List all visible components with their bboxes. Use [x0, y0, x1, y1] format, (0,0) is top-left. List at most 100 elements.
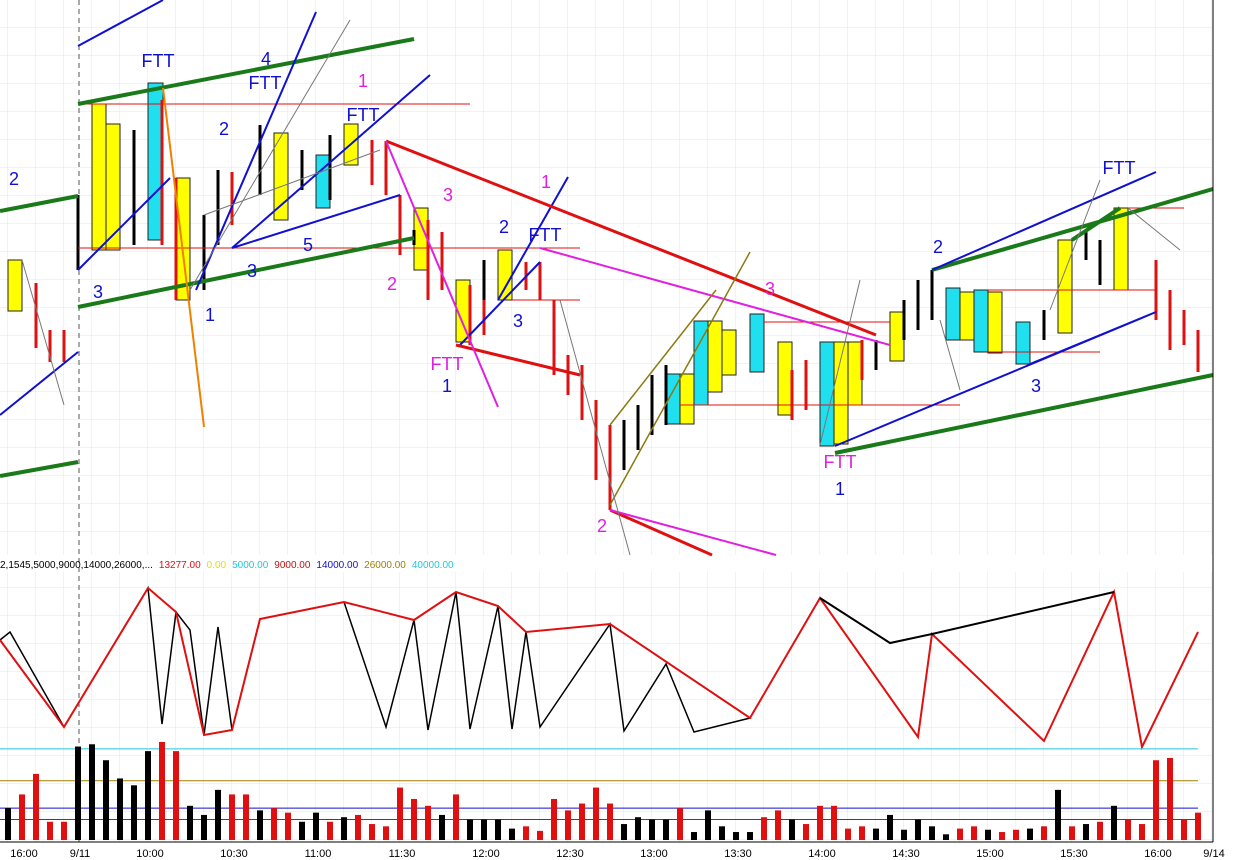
price-panel: 2 FTT 4 FTT 1 FTT 2 3 3 5 1 3 2 FTT 1 1 … [0, 0, 1214, 557]
level-lines [78, 103, 1184, 406]
annotation: 2 [597, 516, 607, 536]
x-tick-label: 11:00 [305, 848, 332, 860]
volume-bar [1181, 819, 1187, 840]
volume-bar [19, 794, 25, 840]
blue-trendlines [0, 0, 1157, 447]
volume-bar [677, 808, 683, 840]
volume-bar [775, 810, 781, 840]
volume-bar [271, 808, 277, 840]
volume-bar [607, 803, 613, 840]
volume-bar [495, 819, 501, 840]
annotation: 2 [219, 119, 229, 139]
volume-bar [551, 798, 557, 840]
x-tick-label: 12:30 [556, 848, 584, 860]
annotation: 1 [835, 479, 845, 499]
volume-bar [131, 785, 137, 840]
annotation: 3 [443, 185, 453, 205]
volume-bar [509, 828, 515, 840]
annotation: 2 [933, 237, 943, 257]
x-tick-label: 10:00 [136, 848, 164, 860]
volume-bar [481, 819, 487, 840]
annotation: 3 [513, 311, 523, 331]
volume-bar [887, 814, 893, 840]
annotation: 2 [499, 217, 509, 237]
zigzag-red [0, 586, 1199, 751]
volume-bar [103, 760, 109, 840]
volume-bar [89, 744, 95, 840]
legend-level: 40000.00 [412, 560, 454, 571]
volume-bar [1097, 821, 1103, 840]
volume-bar [1013, 829, 1019, 840]
volume-bar [579, 803, 585, 840]
volume-bar [159, 742, 165, 840]
annotation: 1 [541, 172, 551, 192]
volume-bar [369, 824, 375, 840]
x-tick-label: 16:00 [1144, 848, 1172, 860]
volume-bar [901, 829, 907, 840]
volume-bar [355, 814, 361, 840]
annotation: 1 [358, 71, 368, 91]
volume-bar [929, 826, 935, 840]
volume-bar [285, 812, 291, 840]
volume-bar [1195, 812, 1201, 840]
volume-bar [341, 817, 347, 840]
annotation: FTT [1103, 158, 1136, 178]
volume-bar [243, 794, 249, 840]
volume-bar [411, 798, 417, 840]
volume-bar [719, 826, 725, 840]
volume-bar [313, 812, 319, 840]
volume-bar [397, 787, 403, 840]
volume-bar [117, 778, 123, 840]
volume-bar [663, 819, 669, 840]
annotation: 4 [261, 49, 271, 69]
legend-level: 14000.00 [316, 560, 358, 571]
annotation: FTT [347, 105, 380, 125]
magenta-trendlines [385, 140, 891, 556]
volume-bar [229, 794, 235, 840]
x-tick-label: 9/14 [1203, 848, 1224, 860]
x-tick-label: 9/11 [70, 848, 91, 860]
volume-bar [1027, 828, 1033, 840]
volume-bar [257, 810, 263, 840]
annotation: FTT [431, 354, 464, 374]
legend-level: 9000.00 [274, 560, 311, 571]
x-tick-label: 13:30 [724, 848, 752, 860]
volume-bar [831, 805, 837, 840]
zigzag-black-2 [819, 591, 1115, 645]
volume-bar [985, 829, 991, 840]
volume-bar [621, 824, 627, 840]
volume-bar [593, 787, 599, 840]
volume-bar [439, 814, 445, 840]
volume-bar [733, 832, 739, 840]
annotation: 2 [387, 274, 397, 294]
volume-bar [5, 808, 11, 840]
volume-bar [705, 810, 711, 840]
green-trendlines [0, 37, 1214, 478]
legend-level: 26000.00 [364, 560, 406, 571]
volume-bar [789, 819, 795, 840]
volume-bar [145, 751, 151, 840]
volume-bar [747, 832, 753, 840]
volume-bar [1041, 826, 1047, 840]
annotation: FTT [249, 73, 282, 93]
up-bars [76, 125, 1102, 470]
volume-bar [299, 821, 305, 840]
zigzag-panel [0, 585, 1199, 751]
volume-bar [61, 821, 67, 840]
legend-level: 13277.00 [159, 560, 201, 571]
volume-bar [201, 814, 207, 840]
annotation: 1 [442, 376, 452, 396]
volume-bar [873, 828, 879, 840]
legend-level: 5000.00 [232, 560, 269, 571]
x-tick-label: 10:30 [220, 848, 248, 860]
volume-bar [1069, 826, 1075, 840]
volume-bar [327, 821, 333, 840]
volume-bar [915, 819, 921, 840]
volume-bar [803, 824, 809, 840]
red-trendlines [385, 139, 877, 557]
volume-bar [999, 832, 1005, 840]
annotation: 3 [93, 282, 103, 302]
volume-bar [817, 805, 823, 840]
volume-bar [859, 826, 865, 840]
